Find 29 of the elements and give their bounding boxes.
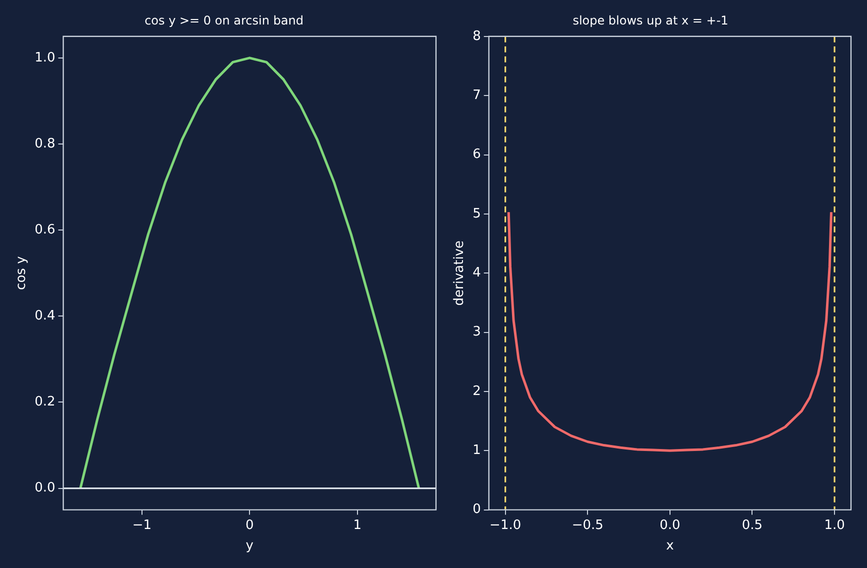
y-tick-label: 6 xyxy=(472,147,481,162)
y-tick-label: 0 xyxy=(472,502,481,518)
y-tick-label: 4 xyxy=(472,265,481,280)
y-tick-label: 2 xyxy=(472,384,481,399)
x-axis-title: y xyxy=(246,538,254,554)
y-tick-label: 0.0 xyxy=(34,480,56,496)
x-tick-label: 1 xyxy=(353,518,362,533)
chart-title: slope blows up at x = +-1 xyxy=(572,13,728,28)
y-axis-title: derivative xyxy=(452,240,468,306)
y-tick-label: 5 xyxy=(472,206,481,222)
y-axis-title: cos y xyxy=(14,256,30,290)
x-tick-label: −0.5 xyxy=(572,518,604,533)
x-axis-title: x xyxy=(666,538,674,554)
x-tick-label: 1.0 xyxy=(824,518,845,533)
y-tick-label: 0.6 xyxy=(34,222,56,238)
x-tick-label: 0 xyxy=(245,518,254,533)
chart-title: cos y >= 0 on arcsin band xyxy=(144,13,304,28)
y-tick-label: 8 xyxy=(472,28,481,44)
x-tick-label: −1 xyxy=(132,518,152,533)
y-tick-label: 1 xyxy=(472,443,481,458)
y-tick-label: 0.8 xyxy=(34,136,56,152)
x-tick-label: 0.5 xyxy=(742,518,763,533)
y-tick-label: 1.0 xyxy=(34,50,56,66)
x-tick-label: −1.0 xyxy=(490,518,522,533)
y-tick-label: 0.2 xyxy=(34,394,56,410)
y-tick-label: 0.4 xyxy=(34,308,56,324)
x-tick-label: 0.0 xyxy=(660,518,680,533)
y-tick-label: 7 xyxy=(472,88,481,103)
y-tick-label: 3 xyxy=(472,324,481,340)
